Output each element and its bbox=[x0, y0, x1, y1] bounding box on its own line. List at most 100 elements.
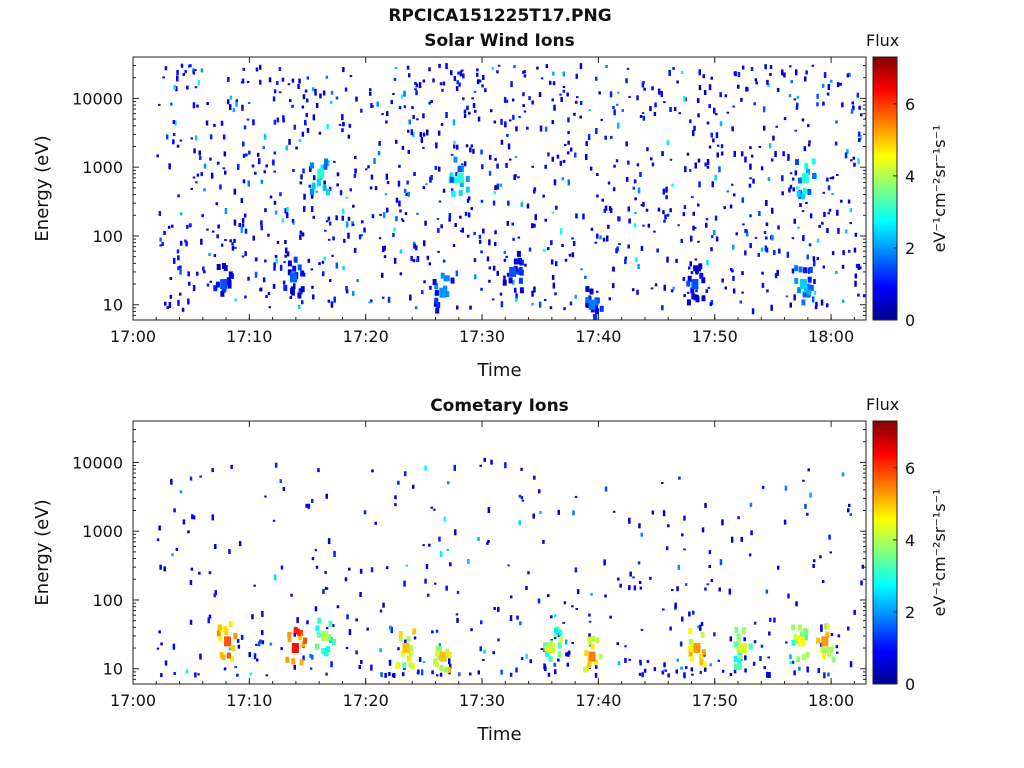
flux-cell bbox=[478, 239, 482, 244]
flux-cell bbox=[704, 587, 707, 591]
flux-cell bbox=[701, 527, 705, 533]
flux-cell bbox=[795, 601, 798, 607]
flux-cell bbox=[612, 106, 615, 109]
flux-cell bbox=[641, 82, 645, 88]
spectrogram-cells bbox=[156, 63, 866, 320]
flux-cell bbox=[793, 670, 796, 676]
flux-cell bbox=[730, 536, 734, 543]
flux-cell bbox=[469, 672, 472, 676]
flux-cell bbox=[426, 593, 430, 597]
flux-cell bbox=[449, 176, 454, 183]
flux-cell bbox=[689, 119, 692, 124]
flux-cell bbox=[360, 108, 363, 113]
flux-cell bbox=[791, 639, 796, 646]
flux-cell bbox=[407, 191, 410, 197]
flux-cell bbox=[218, 635, 223, 642]
flux-cell bbox=[314, 88, 317, 92]
flux-cell bbox=[603, 559, 606, 566]
flux-cell bbox=[567, 131, 570, 135]
flux-cell bbox=[633, 585, 637, 591]
flux-cell bbox=[307, 503, 311, 509]
flux-cell bbox=[551, 156, 554, 162]
flux-cell bbox=[456, 590, 460, 594]
flux-cell bbox=[347, 232, 350, 239]
flux-cell bbox=[448, 213, 452, 219]
panel-cometary-ions: 17:00 17:10 17:20 17:30 17:40 17:50 18:00Time1… bbox=[32, 420, 949, 745]
flux-cell bbox=[445, 648, 450, 655]
flux-cell bbox=[199, 475, 202, 478]
flux-cell bbox=[522, 92, 525, 97]
x-tick-label: 17:10 bbox=[226, 327, 272, 346]
flux-cell bbox=[425, 564, 429, 569]
flux-cell bbox=[399, 209, 402, 213]
flux-cell bbox=[171, 553, 174, 557]
flux-cell bbox=[490, 459, 493, 465]
flux-cell bbox=[164, 660, 168, 666]
flux-cell bbox=[519, 287, 524, 294]
flux-cell bbox=[311, 182, 316, 189]
flux-cell bbox=[804, 76, 807, 82]
flux-cell bbox=[314, 91, 317, 96]
flux-cell bbox=[430, 100, 433, 103]
flux-cell bbox=[324, 229, 327, 232]
flux-cell bbox=[526, 126, 529, 130]
flux-cell bbox=[472, 148, 475, 154]
flux-cell bbox=[327, 238, 331, 241]
flux-cell bbox=[284, 208, 287, 214]
flux-cell bbox=[171, 224, 174, 228]
flux-cell bbox=[192, 68, 195, 73]
flux-cell bbox=[744, 668, 747, 673]
flux-cell bbox=[718, 166, 721, 173]
flux-cell bbox=[291, 78, 295, 83]
flux-cell bbox=[453, 76, 457, 81]
flux-cell bbox=[297, 264, 302, 271]
flux-cell bbox=[241, 218, 245, 223]
flux-cell bbox=[370, 664, 373, 671]
flux-cell bbox=[636, 95, 639, 101]
flux-cell bbox=[580, 268, 583, 271]
flux-cell bbox=[413, 172, 416, 176]
flux-cell bbox=[179, 240, 183, 246]
flux-cell bbox=[854, 232, 858, 237]
flux-cell bbox=[230, 656, 234, 663]
flux-cell bbox=[820, 299, 824, 306]
flux-cell bbox=[643, 87, 646, 91]
flux-cell bbox=[726, 190, 730, 193]
flux-cell bbox=[750, 154, 754, 158]
flux-cell bbox=[437, 646, 442, 652]
flux-cell bbox=[403, 105, 407, 109]
flux-cell bbox=[714, 174, 717, 181]
flux-cell bbox=[637, 187, 641, 194]
flux-cell bbox=[624, 259, 627, 265]
flux-cell bbox=[185, 241, 188, 247]
flux-cell bbox=[173, 672, 176, 675]
flux-cell bbox=[670, 289, 674, 293]
flux-cell bbox=[504, 121, 507, 128]
flux-cell bbox=[445, 112, 448, 118]
flux-cell bbox=[378, 140, 381, 146]
flux-cell bbox=[397, 480, 400, 485]
flux-cell bbox=[311, 557, 315, 561]
flux-cell bbox=[306, 620, 309, 625]
flux-cell bbox=[721, 278, 724, 283]
flux-cell bbox=[796, 656, 801, 663]
flux-cell bbox=[434, 289, 439, 296]
flux-cell bbox=[329, 100, 333, 104]
flux-cell bbox=[806, 283, 811, 290]
flux-cell bbox=[731, 126, 734, 132]
flux-cell bbox=[477, 670, 480, 675]
flux-cell bbox=[499, 183, 503, 187]
flux-cell bbox=[575, 213, 578, 219]
flux-cell bbox=[661, 305, 664, 311]
flux-cell bbox=[443, 275, 448, 282]
flux-cell bbox=[336, 183, 339, 187]
flux-cell bbox=[263, 133, 267, 140]
flux-cell bbox=[733, 656, 738, 662]
flux-cell bbox=[677, 224, 680, 227]
flux-cell bbox=[621, 109, 624, 112]
flux-cell bbox=[852, 156, 856, 160]
flux-cell bbox=[377, 151, 381, 156]
flux-cell bbox=[279, 479, 282, 484]
flux-cell bbox=[476, 68, 479, 72]
flux-cell bbox=[663, 284, 666, 291]
